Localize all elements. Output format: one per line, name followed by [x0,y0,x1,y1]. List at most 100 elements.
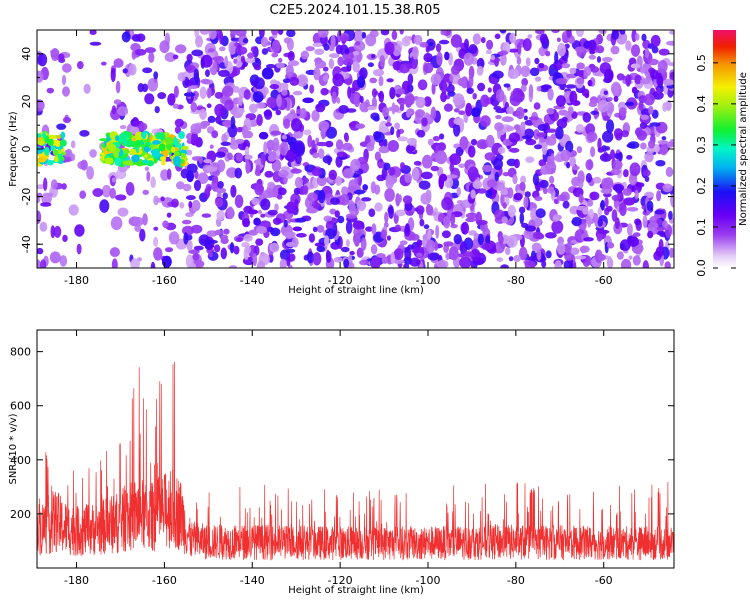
spectrogram-cell [206,87,212,99]
spectrogram-cell [80,159,88,171]
spectrogram-cell [338,105,349,114]
spectrogram-cell [561,63,571,69]
spectrogram-cell [271,39,281,54]
spectrogram-cell [117,207,129,217]
spectrogram-cell [306,251,314,264]
spectrogram-cell [494,209,505,220]
spectrogram-cell [399,103,405,112]
y-tick-label: -40 [20,235,33,253]
spectrogram-cell [190,102,197,113]
spectrogram-cell [549,175,555,184]
spectrogram-cell [547,186,555,194]
spectrogram-cell [139,228,146,242]
spectrogram-cell [344,48,350,55]
spectrogram-cell [121,31,131,43]
spectrogram-cell [366,142,375,152]
y-tick-label: 20 [20,94,33,108]
spectrogram-cell [278,57,283,63]
spectrogram-cell [448,246,459,261]
spectrogram-cell [209,144,214,149]
spectrogram-cell [71,140,76,149]
spectrogram-cell [538,63,545,69]
spectrogram-cell [370,181,377,194]
spectrogram-cell [666,40,674,46]
spectrogram-cell [150,261,156,268]
spectrogram-cell [295,153,302,165]
spectrogram-cell [219,46,226,52]
spectrogram-cell [413,160,422,166]
spectrogram-cell [61,74,67,86]
spectrogram-cell [308,233,315,243]
spectrogram-cell [470,248,481,261]
spectrogram-cell [309,84,315,94]
spectrogram-cell [311,167,323,177]
spectrogram-cell [388,167,396,176]
spectrogram-cell [345,239,350,248]
spectrogram-cell [644,48,650,59]
spectrogram-cell [325,220,334,231]
spectrogram-cell [606,257,614,268]
spectrogram-cell [507,68,520,80]
spectrogram-cell [394,85,401,90]
spectrogram-cell [229,242,235,254]
spectrogram-cell [477,188,487,194]
spectrogram-cell [111,177,116,183]
spectrogram-cell [485,189,493,198]
spectrogram-cell [137,83,145,93]
spectrogram-cell [391,30,398,41]
colorbar-tick-label: 0.2 [695,177,708,195]
spectrogram-cell [214,229,224,236]
spectrogram-cell [49,251,61,264]
spectrogram-cell [450,213,456,226]
spectrogram-cell [361,32,367,39]
spectrogram-cell [545,250,552,259]
spectrogram-cell [536,249,542,261]
spectrogram-cell [436,51,443,66]
spectrogram-cell [349,250,355,256]
spectrogram-cell [640,66,645,74]
spectrogram-cell [148,52,155,63]
spectrogram-cell [435,150,447,165]
spectrogram-cell [188,249,200,254]
spectrogram-cell [173,137,177,146]
spectrogram-cell [599,153,612,162]
spectrogram-cell [626,223,633,237]
spectrogram-cell [329,208,337,215]
spectrogram-cell [441,196,453,211]
spectrogram-cell [404,201,413,212]
spectrogram-cell [643,93,655,106]
spectrogram-cell [640,142,647,150]
spectrogram-cell [425,45,430,53]
spectrogram-cell [394,224,401,231]
spectrogram-cell [207,115,216,123]
spectrogram-cell [316,141,328,147]
spectrogram-cell [508,48,519,53]
spectrogram-cell [524,260,536,268]
spectrogram-cell [83,83,91,94]
spectrogram-cell [425,239,436,253]
spectrogram-cell [468,44,478,54]
spectrogram-cell [433,240,439,251]
spectrogram-cell [477,233,484,246]
spectrogram-cell [211,130,219,139]
spectrogram-cell [651,109,659,119]
spectrogram-cell [490,54,496,61]
spectrogram-cell [185,212,194,218]
spectrogram-cell [656,226,666,232]
spectrogram-cell [590,110,599,115]
spectrogram-cell [560,149,571,162]
spectrogram-cell [114,157,122,166]
spectrogram-cell [515,107,525,120]
spectrogram-cell [322,66,329,72]
spectrogram-cell [193,245,204,251]
spectrogram-cell [369,77,378,84]
spectrogram-cell [154,106,160,114]
spectrogram-cell [585,173,593,183]
spectrogram-cell [565,84,577,89]
spectrogram-cell [625,40,632,51]
spectrogram-cell [142,189,149,195]
spectrogram-cell [535,208,546,219]
spectrogram-cell [220,247,227,260]
spectrogram-cell [542,187,548,194]
spectrogram-cell [419,219,425,227]
